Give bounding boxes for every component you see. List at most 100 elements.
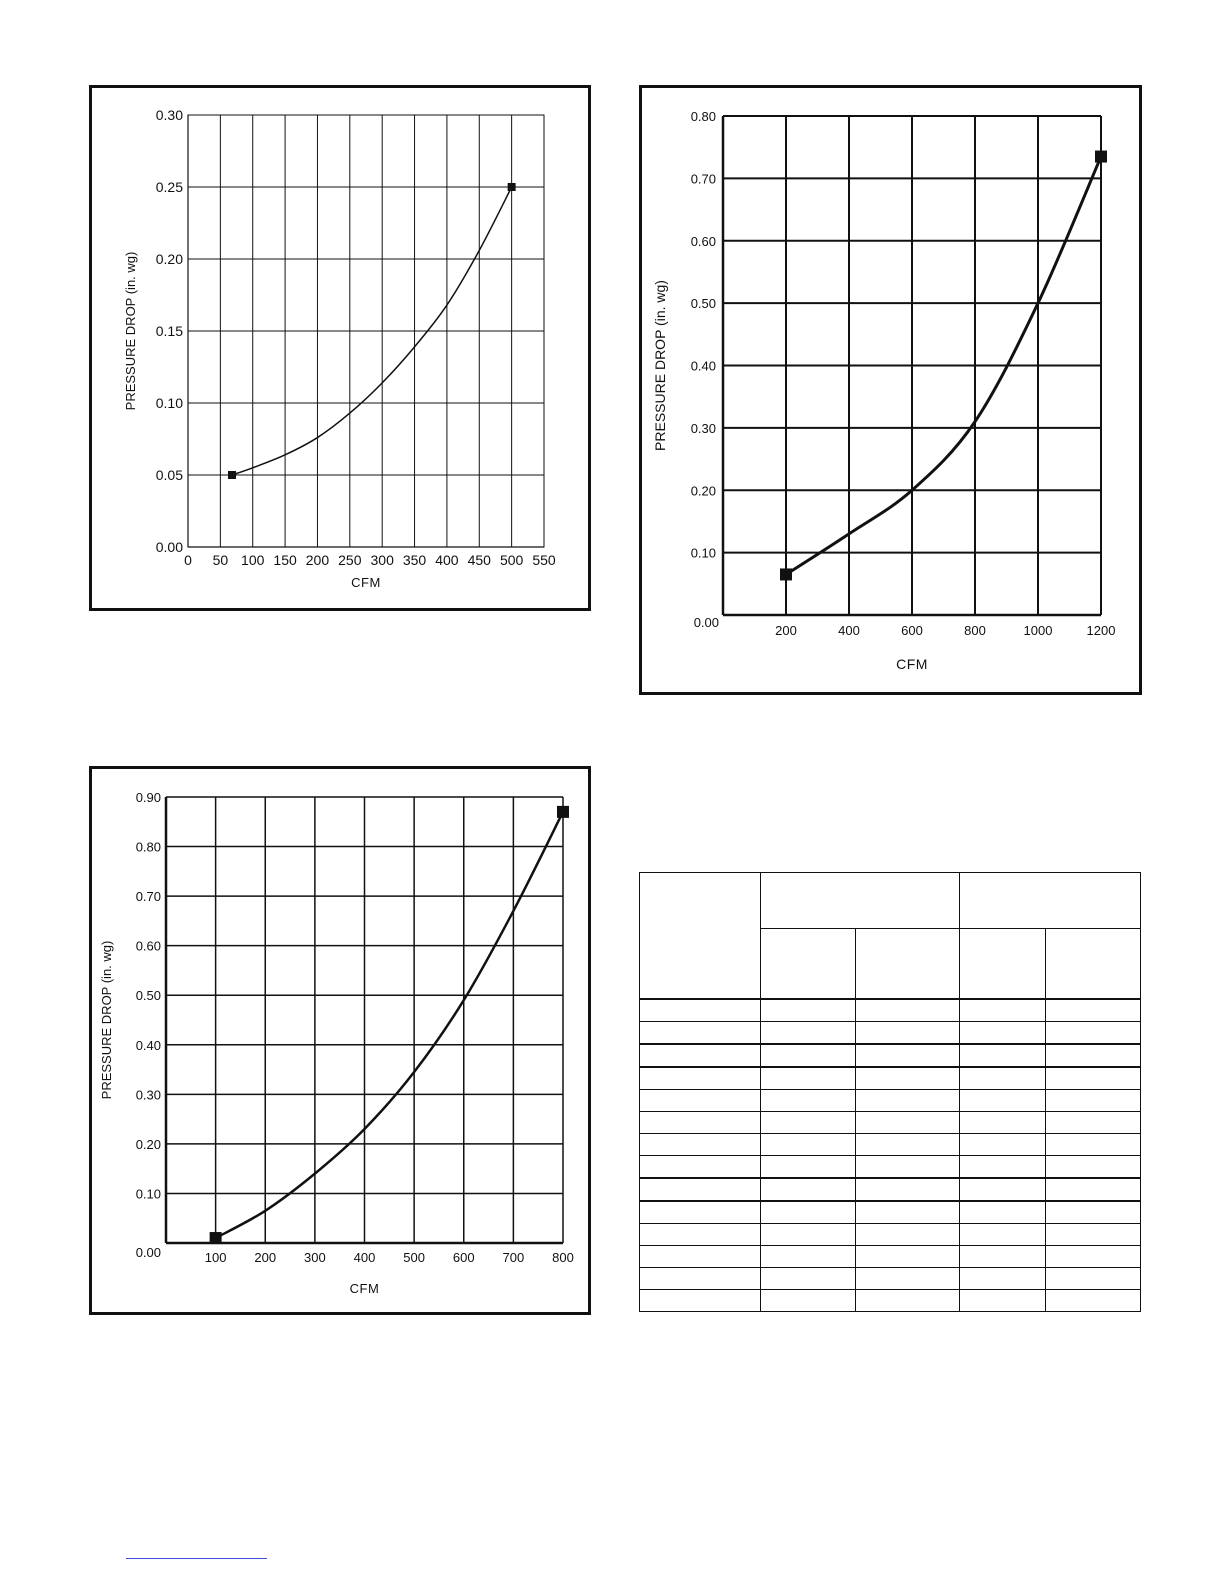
table-cell — [855, 1089, 960, 1112]
table-cell — [855, 1155, 960, 1179]
gridlines — [722, 115, 1102, 616]
x-tick-label: 50 — [213, 552, 229, 568]
x-tick-label: 150 — [273, 552, 297, 568]
table-cell — [760, 1177, 856, 1202]
pressure-drop-chart-3: 100 200 300 400 500 600 700 800 0.00 0.10 0.20 0.30… — [99, 790, 574, 1296]
x-tick-label: 1200 — [1087, 623, 1116, 638]
table-cell — [959, 998, 1046, 1022]
x-tick-label: 350 — [403, 552, 427, 568]
y-axis-title: PRESSURE DROP (in. wg) — [123, 252, 138, 411]
table-cell — [1045, 1133, 1141, 1156]
table-row — [639, 1111, 1141, 1134]
pressure-drop-chart-1: 0 50 100 150 200 250 300 350 400 450 500 550 0.00 0.0… — [123, 107, 556, 590]
table-cell — [639, 1043, 761, 1068]
chart-panel-3: 100 200 300 400 500 600 700 800 0.00 0.10 0.20 0.30… — [89, 766, 591, 1315]
table-cell — [855, 1177, 960, 1202]
table-cell — [959, 1089, 1046, 1112]
table-cell — [959, 1245, 1046, 1268]
table-cell — [1045, 1245, 1141, 1268]
table-cell — [760, 1267, 856, 1290]
table-cell — [1045, 998, 1141, 1022]
x-tick-label: 500 — [403, 1250, 425, 1265]
series-line — [785, 155, 1103, 576]
y-tick-label: 0.90 — [136, 790, 161, 805]
table-header-cell — [959, 872, 1141, 929]
data-point-marker — [209, 1232, 222, 1245]
x-tick-label: 800 — [552, 1250, 574, 1265]
y-tick-label: 0.50 — [691, 296, 716, 311]
table-cell — [639, 998, 761, 1022]
table-cell — [959, 1177, 1046, 1202]
table-row — [639, 1245, 1141, 1268]
table-cell — [959, 1043, 1046, 1068]
table-cell — [855, 1133, 960, 1156]
y-tick-label: 0.50 — [136, 988, 161, 1003]
table-cell — [855, 1043, 960, 1068]
x-tick-label: 200 — [254, 1250, 276, 1265]
table-cell — [639, 1111, 761, 1134]
y-tick-label: 0.60 — [136, 939, 161, 954]
x-axis-title: CFM — [351, 575, 381, 590]
x-tick-label: 600 — [901, 623, 923, 638]
y-tick-label: 0.10 — [156, 395, 183, 411]
y-tick-label: 0.00 — [136, 1245, 161, 1260]
x-axis-title: CFM — [896, 656, 928, 672]
table-cell — [639, 1267, 761, 1290]
table-row — [639, 1043, 1141, 1068]
table-row — [639, 1200, 1141, 1224]
table-cell — [760, 1066, 856, 1090]
table-cell — [855, 1021, 960, 1045]
y-tick-label: 0.20 — [156, 251, 183, 267]
table-cell — [760, 1155, 856, 1179]
table-row — [639, 1223, 1141, 1246]
y-tick-label: 0.60 — [691, 234, 716, 249]
y-tick-label: 0.15 — [156, 323, 183, 339]
table-cell — [855, 1245, 960, 1268]
table-subheader-cell — [760, 928, 856, 1000]
table-cell — [855, 1267, 960, 1290]
y-tick-label: 0.30 — [156, 107, 183, 123]
x-tick-label: 700 — [503, 1250, 525, 1265]
x-tick-label: 100 — [241, 552, 265, 568]
table-cell — [639, 1155, 761, 1179]
table-row — [639, 1177, 1141, 1202]
table-cell — [760, 1021, 856, 1045]
table-cell — [855, 1066, 960, 1090]
table-header-cell — [639, 872, 761, 1000]
series-line — [231, 186, 513, 476]
table-cell — [959, 1155, 1046, 1179]
table-cell — [1045, 1066, 1141, 1090]
table-subheader-row — [640, 928, 1141, 1000]
table-cell — [760, 998, 856, 1022]
table-cell — [959, 1289, 1046, 1312]
table-row — [639, 1155, 1141, 1179]
y-tick-label: 0.20 — [136, 1137, 161, 1152]
table-cell — [1045, 1223, 1141, 1246]
x-tick-label: 1000 — [1024, 623, 1053, 638]
x-tick-label: 600 — [453, 1250, 475, 1265]
x-tick-label: 450 — [468, 552, 492, 568]
y-tick-label: 0.40 — [691, 359, 716, 374]
y-tick-label: 0.25 — [156, 179, 183, 195]
x-tick-label: 300 — [304, 1250, 326, 1265]
blank-data-table — [639, 872, 1141, 1312]
table-cell — [1045, 1200, 1141, 1224]
table-cell — [639, 1021, 761, 1045]
x-tick-label: 200 — [775, 623, 797, 638]
table-cell — [959, 1111, 1046, 1134]
table-row — [639, 1289, 1141, 1312]
table-cell — [760, 1289, 856, 1312]
data-point-marker — [557, 805, 569, 818]
table-cell — [639, 1133, 761, 1156]
y-tick-label: 0.00 — [694, 615, 719, 630]
data-point-marker — [1095, 150, 1107, 163]
table-cell — [855, 1289, 960, 1312]
y-axis-title: PRESSURE DROP (in. wg) — [652, 280, 668, 451]
table-cell — [639, 1289, 761, 1312]
table-row — [639, 1066, 1141, 1090]
y-tick-label: 0.30 — [691, 421, 716, 436]
x-tick-label: 250 — [338, 552, 362, 568]
table-cell — [1045, 1021, 1141, 1045]
gridlines — [165, 796, 564, 1244]
y-tick-label: 0.10 — [691, 546, 716, 561]
